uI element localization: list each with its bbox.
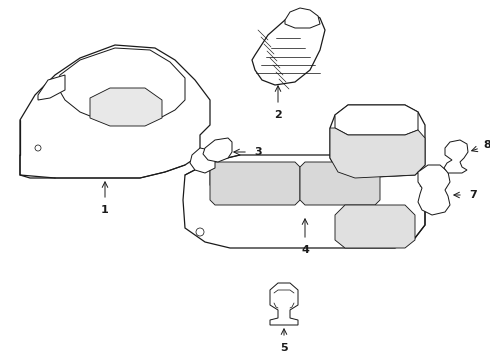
Polygon shape <box>335 105 418 135</box>
Polygon shape <box>183 155 425 248</box>
Polygon shape <box>330 105 425 178</box>
Text: 1: 1 <box>101 205 109 215</box>
Text: 6: 6 <box>374 140 382 150</box>
Polygon shape <box>418 165 450 215</box>
Polygon shape <box>210 162 300 205</box>
Polygon shape <box>300 162 380 205</box>
Polygon shape <box>190 148 215 173</box>
Text: 4: 4 <box>301 245 309 255</box>
Text: 8: 8 <box>483 140 490 150</box>
Polygon shape <box>330 128 425 178</box>
Polygon shape <box>270 283 298 325</box>
Text: 3: 3 <box>254 147 262 157</box>
Polygon shape <box>58 48 185 122</box>
Text: 7: 7 <box>469 190 477 200</box>
Polygon shape <box>203 138 232 162</box>
Polygon shape <box>90 88 162 126</box>
Polygon shape <box>20 45 210 178</box>
Polygon shape <box>285 8 320 28</box>
Polygon shape <box>335 205 415 248</box>
Polygon shape <box>252 12 325 85</box>
Text: 5: 5 <box>280 343 288 353</box>
Polygon shape <box>444 140 468 173</box>
Polygon shape <box>38 75 65 100</box>
Text: 2: 2 <box>274 110 282 120</box>
